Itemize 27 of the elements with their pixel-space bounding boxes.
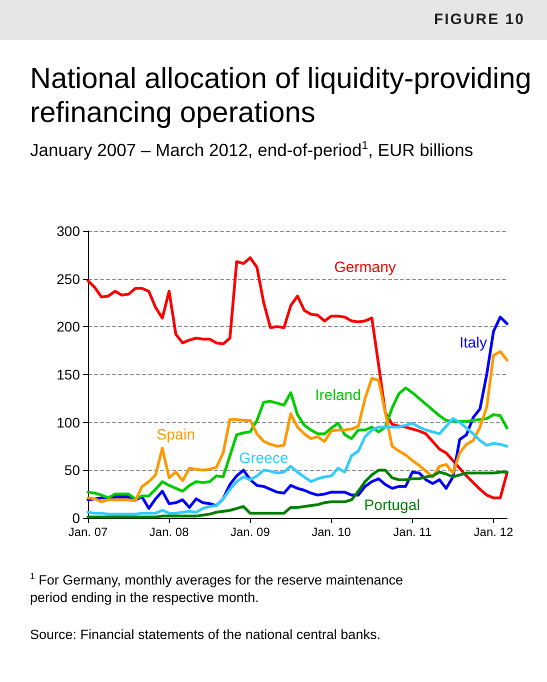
series-label: Italy <box>459 334 488 352</box>
chart-subtitle: January 2007 – March 2012, end-of-period$^{1}$, EUR billions <box>30 138 474 161</box>
line-series <box>86 256 508 500</box>
text: $^{1}$ For Germany, monthly averages for the reserve maintenance period ending in the respective month. <box>30 570 404 606</box>
source-note: Source: Financial statements of the national central banks. <box>30 626 382 643</box>
x-tick-label: Jan. 11 <box>393 525 432 539</box>
y-tick-label: 300 <box>56 223 80 239</box>
series-label: Ireland <box>315 387 361 404</box>
y-tick-label: 200 <box>56 318 80 335</box>
text: Germany <box>334 258 396 276</box>
y-tick-label: 0 <box>72 510 80 526</box>
line-series <box>86 386 508 500</box>
x-tick-label: Jan. 08 <box>149 525 190 539</box>
y-tick-label: 100 <box>56 414 80 430</box>
y-tick-label: 150 <box>56 366 80 382</box>
chart-title: National allocation of liquidity-providing refinancing operations <box>30 62 532 130</box>
x-tick-label: Jan. 10 <box>312 525 352 539</box>
series-label: Greece <box>239 450 288 468</box>
series-label: Spain <box>156 426 196 444</box>
x-tick-label: Jan. 12 <box>474 525 514 539</box>
line-series <box>86 417 508 516</box>
y-tick-label: 50 <box>64 462 80 478</box>
x-tick-label: Jan. 09 <box>230 525 270 539</box>
y-tick-label: 250 <box>56 270 80 287</box>
x-tick-label: Jan. 07 <box>68 525 108 539</box>
caption: FIGURE 10 <box>434 11 525 28</box>
series-label: Portugal <box>364 497 420 514</box>
